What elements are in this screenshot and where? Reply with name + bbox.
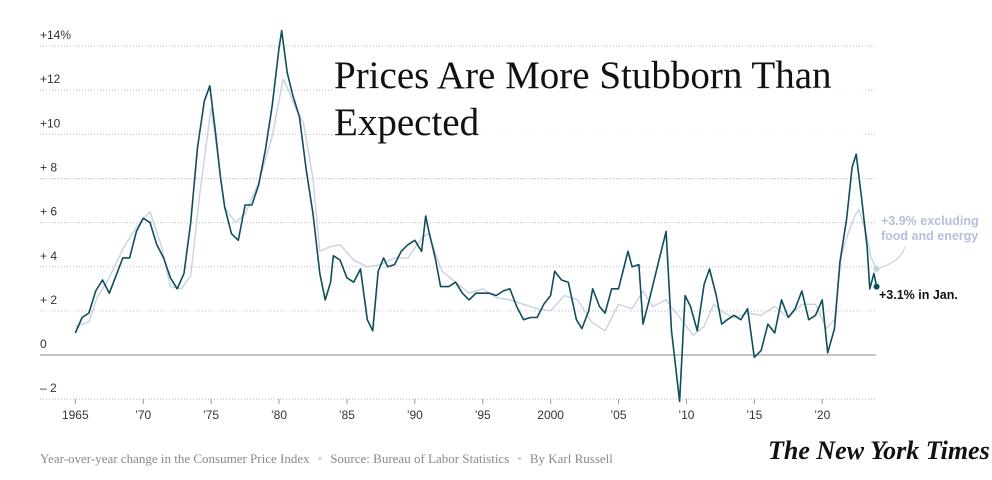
separator: • — [317, 451, 323, 466]
x-tick-label: ’80 — [271, 408, 287, 422]
y-tick-label: +10 — [40, 116, 61, 130]
line — [75, 78, 878, 336]
x-tick-label: ’05 — [611, 408, 627, 422]
end-point — [873, 265, 880, 272]
x-tick-label: ’10 — [678, 408, 694, 422]
caption: Year-over-year change in the Consumer Pr… — [40, 451, 310, 466]
x-tick-label: ’70 — [135, 408, 151, 422]
x-tick-label: 1965 — [62, 408, 89, 422]
y-tick-label: +14% — [40, 28, 71, 42]
x-tick-label: ’20 — [814, 408, 830, 422]
x-tick-label: ’85 — [339, 408, 355, 422]
x-tick-label: ’15 — [746, 408, 762, 422]
y-tick-label: + 8 — [40, 160, 57, 174]
byline: By Karl Russell — [529, 451, 613, 466]
x-tick-label: ’75 — [203, 408, 219, 422]
x-tick-label: ’95 — [475, 408, 491, 422]
y-tick-label: + 6 — [40, 205, 57, 219]
chart-title: Prices Are More Stubborn Than Expected — [334, 52, 864, 146]
x-tick-label: ’90 — [407, 408, 423, 422]
y-tick-label: 0 — [40, 337, 47, 351]
y-tick-label: + 2 — [40, 293, 57, 307]
annotation: +3.1% in Jan. — [879, 288, 958, 302]
y-tick-label: + 4 — [40, 249, 57, 263]
source: Source: Bureau of Labor Statistics — [330, 451, 510, 466]
line — [74, 29, 878, 403]
footer: Year-over-year change in the Consumer Pr… — [40, 451, 613, 467]
separator: • — [517, 451, 522, 466]
annotation: +3.9% excluding food and energy — [881, 214, 979, 243]
y-tick-label: – 2 — [40, 381, 57, 395]
x-tick-label: 2000 — [537, 408, 564, 422]
y-tick-label: +12 — [40, 72, 61, 86]
annotation-arrow — [878, 246, 906, 269]
logo: The New York Times — [768, 436, 990, 465]
end-point — [873, 283, 880, 290]
